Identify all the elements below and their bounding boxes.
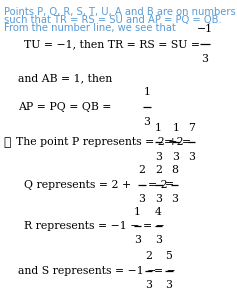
Text: TU = −1, then TR = RS = SU =: TU = −1, then TR = RS = SU =: [24, 39, 203, 49]
Text: ∴: ∴: [4, 136, 11, 149]
Text: The point P represents = 2 +: The point P represents = 2 +: [16, 138, 181, 147]
Text: 7: 7: [188, 123, 195, 133]
Text: = 2: = 2: [148, 180, 167, 189]
Text: R represents = −1 −: R represents = −1 −: [24, 221, 143, 231]
Text: =: =: [165, 180, 174, 189]
Text: 3: 3: [155, 235, 162, 246]
Text: = −: = −: [154, 266, 176, 275]
Text: From the number line, we see that: From the number line, we see that: [4, 23, 175, 33]
Text: = 2: = 2: [164, 138, 184, 147]
Text: 5: 5: [165, 251, 173, 261]
Text: 1: 1: [143, 87, 150, 97]
Text: 3: 3: [145, 280, 152, 290]
Text: 3: 3: [188, 152, 195, 162]
Text: 3: 3: [165, 280, 173, 290]
Text: 3: 3: [172, 152, 179, 162]
Text: 1: 1: [134, 207, 141, 217]
Text: 4: 4: [155, 207, 162, 217]
Text: =: =: [182, 138, 191, 147]
Text: 3: 3: [155, 152, 162, 162]
Text: 3: 3: [171, 194, 178, 204]
Text: 2: 2: [138, 165, 145, 175]
Text: 2: 2: [145, 251, 152, 261]
Text: 8: 8: [171, 165, 178, 175]
Text: such that TR = RS = SU and AP = PQ = QB.: such that TR = RS = SU and AP = PQ = QB.: [4, 15, 221, 25]
Text: 3: 3: [138, 194, 145, 204]
Text: Q represents = 2 +: Q represents = 2 +: [24, 180, 134, 189]
Text: and AB = 1, then: and AB = 1, then: [18, 74, 112, 84]
Text: 3: 3: [134, 235, 141, 246]
Text: 1: 1: [172, 123, 179, 133]
Text: AP = PQ = QB =: AP = PQ = QB =: [18, 102, 115, 112]
Text: 3: 3: [201, 54, 209, 64]
Text: Points P, Q, R, S, T, U, A and B are on numbers line: Points P, Q, R, S, T, U, A and B are on …: [4, 7, 237, 17]
Text: and S represents = −1 −: and S represents = −1 −: [18, 266, 156, 275]
Text: −1: −1: [197, 24, 213, 34]
Text: = −: = −: [143, 221, 165, 231]
Text: 1: 1: [155, 123, 162, 133]
Text: 3: 3: [143, 117, 150, 127]
Text: 3: 3: [155, 194, 162, 204]
Text: 2: 2: [155, 165, 162, 175]
